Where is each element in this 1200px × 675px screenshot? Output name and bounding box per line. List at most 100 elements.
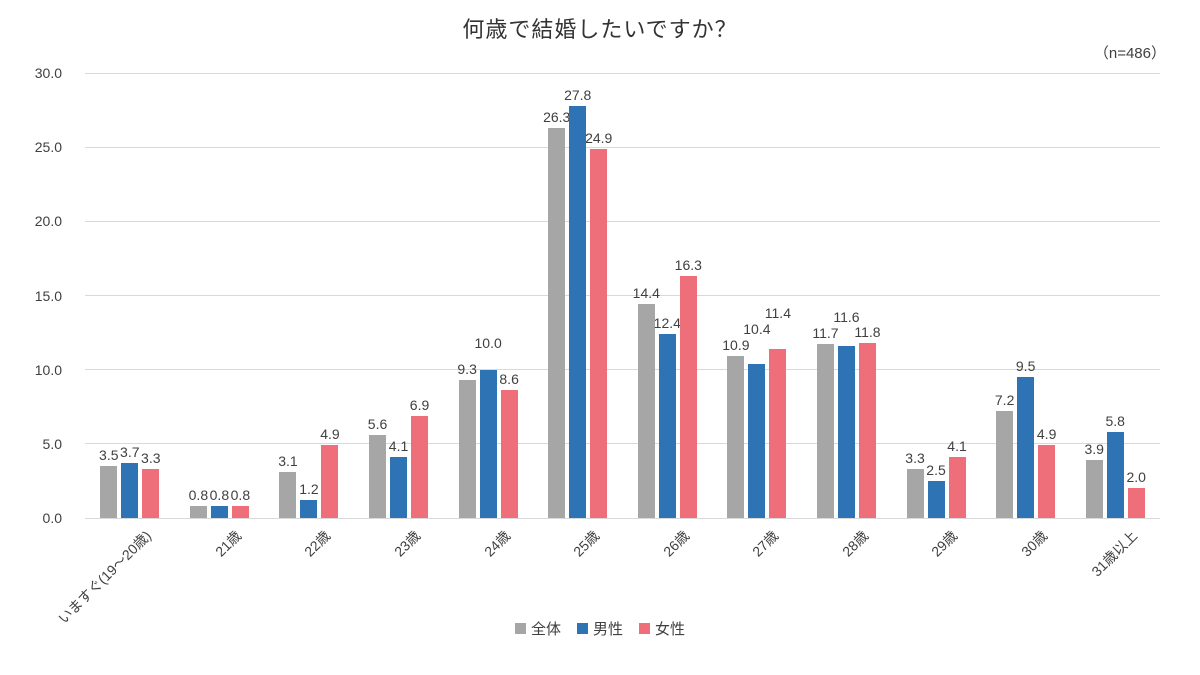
bar bbox=[769, 348, 787, 518]
bar bbox=[411, 415, 429, 518]
bar-value-label: 5.6 bbox=[367, 415, 388, 432]
bar-value-label: 3.9 bbox=[1084, 441, 1104, 458]
bar bbox=[231, 506, 249, 518]
bar-value-label: 3.7 bbox=[120, 444, 140, 461]
bar-value-label: 27.8 bbox=[564, 86, 592, 103]
bar-value-label: 2.5 bbox=[926, 461, 946, 478]
bar-value-label: 11.4 bbox=[764, 305, 791, 322]
y-axis-tick-label: 30.0 bbox=[34, 65, 62, 81]
x-axis-category-label: 21歳 bbox=[211, 527, 245, 560]
gridline bbox=[85, 517, 1160, 519]
legend-item: 全体 bbox=[514, 618, 561, 639]
bar bbox=[100, 466, 118, 518]
y-axis-tick-label: 5.0 bbox=[42, 435, 62, 452]
legend-marker bbox=[639, 623, 650, 634]
legend-label: 全体 bbox=[530, 621, 561, 638]
bar bbox=[458, 380, 476, 518]
bar-value-label: 10.9 bbox=[722, 337, 750, 354]
plot-area: 3.5 3.7 3.3 いますぐ(19～20歳) 0.8 0.8 0.8 21歳 3.1 1.2 4… bbox=[55, 72, 1160, 627]
bar-value-label: 12.4 bbox=[653, 315, 681, 332]
bar-value-label: 3.3 bbox=[905, 450, 925, 467]
x-axis-category-label: 27歳 bbox=[749, 527, 782, 560]
bar-value-label: 11.8 bbox=[854, 323, 881, 340]
x-axis-category-label: 29歳 bbox=[928, 527, 961, 560]
bar-value-label: 6.9 bbox=[409, 396, 430, 413]
sample-size-label: （n=486） bbox=[1093, 45, 1166, 62]
legend-marker bbox=[576, 623, 588, 634]
bar-value-label: 4.9 bbox=[1036, 426, 1057, 443]
bar bbox=[727, 356, 745, 518]
bar-value-label: 10.4 bbox=[743, 321, 771, 338]
bar bbox=[210, 506, 228, 518]
bar bbox=[816, 344, 834, 518]
x-axis-category-label: 23歳 bbox=[391, 527, 424, 560]
y-axis-tick-label: 25.0 bbox=[34, 139, 62, 156]
chart-title: 何歳で結婚したいですか？ bbox=[462, 17, 738, 42]
gridline bbox=[85, 220, 1160, 222]
bar bbox=[479, 369, 497, 518]
bar-value-label: 0.8 bbox=[188, 487, 209, 504]
bar-value-label: 8.6 bbox=[499, 371, 519, 388]
gridline bbox=[85, 295, 1160, 296]
bar bbox=[927, 480, 945, 518]
bar-value-label: 26.3 bbox=[543, 108, 571, 125]
bar bbox=[279, 472, 297, 518]
y-axis-tick-label: 15.0 bbox=[34, 287, 62, 304]
bar bbox=[1038, 445, 1056, 518]
x-axis-category-label: 25歳 bbox=[570, 527, 603, 560]
legend-label: 女性 bbox=[655, 621, 686, 638]
bar-value-label: 5.8 bbox=[1105, 412, 1125, 429]
bar bbox=[948, 457, 966, 518]
bar-value-label: 3.1 bbox=[278, 453, 298, 470]
x-axis-category-label: いますぐ(19～20歳) bbox=[55, 527, 155, 627]
bar-value-label: 10.0 bbox=[474, 334, 502, 351]
bar-value-label: 7.2 bbox=[994, 392, 1015, 409]
x-axis-category-label: 30歳 bbox=[1018, 527, 1051, 560]
bar bbox=[1106, 431, 1124, 518]
bar bbox=[658, 334, 676, 518]
y-axis-tick-label: 20.0 bbox=[34, 213, 62, 230]
y-axis: 0.0 5.0 10.0 15.0 20.0 25.0 30.0 bbox=[0, 0, 62, 675]
bar bbox=[679, 276, 697, 518]
bar bbox=[569, 105, 587, 518]
bar bbox=[1127, 488, 1145, 518]
legend-item: 男性 bbox=[576, 618, 623, 639]
bar-value-label: 3.5 bbox=[99, 447, 119, 464]
bar bbox=[1085, 460, 1103, 518]
x-axis-category-label: 24歳 bbox=[480, 527, 513, 560]
bar bbox=[500, 390, 518, 518]
legend-marker bbox=[514, 623, 526, 634]
bar bbox=[300, 500, 318, 518]
bar-value-label: 0.8 bbox=[209, 487, 230, 504]
bar-value-label: 1.2 bbox=[299, 481, 319, 498]
bar-value-label: 11.6 bbox=[833, 309, 860, 326]
x-axis-category-label: 22歳 bbox=[301, 527, 334, 560]
bar bbox=[369, 434, 387, 518]
bar bbox=[390, 457, 408, 518]
bar-value-label: 11.7 bbox=[812, 325, 839, 342]
bar-value-label: 4.1 bbox=[947, 438, 967, 455]
bar bbox=[548, 127, 566, 518]
bar-value-label: 0.8 bbox=[230, 487, 251, 504]
y-axis-tick-label: 10.0 bbox=[34, 361, 62, 378]
bar-value-label: 9.5 bbox=[1015, 358, 1036, 375]
bar-value-label: 2.0 bbox=[1126, 469, 1146, 486]
bar bbox=[321, 445, 339, 518]
bar bbox=[996, 411, 1014, 518]
gridline bbox=[85, 72, 1160, 74]
bar-value-label: 14.4 bbox=[632, 285, 660, 302]
bar bbox=[837, 345, 855, 518]
bar bbox=[637, 304, 655, 518]
legend-item: 女性 bbox=[639, 618, 685, 639]
bar bbox=[1017, 377, 1035, 518]
bar bbox=[121, 463, 139, 518]
bar bbox=[189, 506, 207, 518]
gridline bbox=[85, 443, 1160, 445]
bar-value-label: 3.3 bbox=[141, 450, 161, 467]
bar-value-label: 4.1 bbox=[388, 438, 409, 455]
gridline bbox=[85, 369, 1160, 371]
bar bbox=[906, 469, 924, 518]
x-axis-category-label: 31歳以上 bbox=[1087, 527, 1140, 580]
x-axis-category-label: 26歳 bbox=[659, 527, 693, 560]
